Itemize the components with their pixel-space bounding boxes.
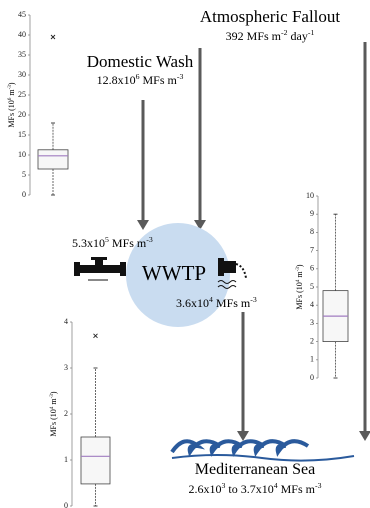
- y-tick-label: 45: [18, 10, 26, 19]
- y-tick-label: 20: [18, 110, 26, 119]
- y-axis-label: MFs (104 m-3): [295, 264, 304, 310]
- arrow-head: [194, 220, 206, 230]
- superscript: -3: [250, 295, 257, 304]
- pipe-icon: [74, 257, 126, 281]
- text-part: MFs m: [109, 236, 147, 250]
- label-value: 2.6x103 to 3.7x104 MFs m-3: [188, 481, 321, 496]
- label-title: Mediterranean Sea: [195, 461, 315, 478]
- text-part: MFs (10: [7, 100, 16, 127]
- y-tick-label: 5: [22, 170, 26, 179]
- text-part: m: [7, 89, 16, 98]
- outlier: [50, 34, 56, 40]
- text-part: day: [288, 29, 308, 43]
- waves-icon: [170, 439, 355, 462]
- superscript: 4: [209, 295, 213, 304]
- y-tick-label: 9: [310, 209, 314, 218]
- boxplot: 0 5 10 15 20 25 30 35 40 45 MFs (106 m-3): [7, 10, 69, 199]
- text-part: 3.6x10: [176, 296, 209, 310]
- superscript: -3: [146, 235, 153, 244]
- text-part: MFs (10: [49, 409, 58, 436]
- y-tick-label: 0: [22, 190, 26, 199]
- outfall-icon: [217, 258, 247, 289]
- text-part: MFs m: [140, 73, 178, 87]
- y-tick-label: 10: [306, 191, 314, 200]
- y-tick-label: 6: [310, 264, 314, 273]
- text-part: to 3.7x10: [225, 482, 273, 496]
- superscript: -3: [49, 394, 55, 399]
- superscript: 3: [221, 481, 225, 490]
- y-tick-label: 2: [310, 336, 314, 345]
- y-axis-label: MFs (104 m-3): [49, 391, 58, 437]
- y-axis-label: MFs (106 m-3): [7, 82, 16, 128]
- label-value: 12.8x106 MFs m-3: [97, 72, 184, 87]
- text-part: 392 MFs m: [226, 29, 282, 43]
- y-tick-label: 4: [64, 317, 68, 326]
- text-part: 2.6x10: [188, 482, 221, 496]
- text-part: MFs m: [213, 296, 251, 310]
- superscript: 4: [295, 279, 301, 282]
- superscript: -3: [315, 481, 322, 490]
- superscript: 4: [49, 406, 55, 409]
- label-value: 3.6x104 MFs m-3: [176, 295, 257, 310]
- y-tick-label: 1: [64, 455, 68, 464]
- text-part: m: [49, 398, 58, 407]
- text-part: ): [295, 264, 304, 267]
- y-tick-label: 0: [64, 501, 68, 508]
- superscript: 4: [274, 481, 278, 490]
- wwtp-circle: [126, 223, 230, 327]
- y-tick-label: 25: [18, 90, 26, 99]
- y-tick-label: 8: [310, 227, 314, 236]
- y-tick-label: 15: [18, 130, 26, 139]
- outlier: [93, 333, 98, 339]
- text-part: MFs m: [278, 482, 316, 496]
- superscript: 6: [7, 97, 13, 100]
- arrow-head: [137, 220, 149, 230]
- text-part: m: [295, 271, 304, 280]
- text-part: 5.3x10: [72, 236, 105, 250]
- text-part: MFs (10: [295, 282, 304, 309]
- text-part: ): [49, 391, 58, 394]
- label-value: 5.3x105 MFs m-3: [72, 235, 153, 250]
- superscript: -1: [308, 28, 315, 37]
- box: [37, 149, 69, 170]
- y-tick-label: 3: [310, 318, 314, 327]
- y-tick-label: 4: [310, 300, 314, 309]
- y-tick-label: 2: [64, 409, 68, 418]
- superscript: 6: [136, 72, 140, 81]
- superscript: -3: [177, 72, 184, 81]
- superscript: -3: [7, 85, 13, 90]
- superscript: -2: [281, 28, 288, 37]
- y-tick-label: 7: [310, 245, 314, 254]
- label-title: Domestic Wash: [87, 52, 194, 71]
- y-tick-label: 5: [310, 282, 314, 291]
- y-tick-label: 10: [18, 150, 26, 159]
- label-title: WWTP: [142, 261, 206, 285]
- arrow-head: [237, 431, 249, 441]
- y-tick-label: 40: [18, 30, 26, 39]
- y-tick-label: 0: [310, 373, 314, 382]
- arrow-head: [359, 431, 370, 441]
- label-title: Atmospheric Fallout: [200, 7, 341, 26]
- label-value: 392 MFs m-2 day-1: [226, 28, 315, 43]
- arrows: [137, 42, 370, 441]
- text-part: ): [7, 82, 16, 85]
- y-tick-label: 1: [310, 355, 314, 364]
- superscript: 5: [105, 235, 109, 244]
- y-tick-label: 3: [64, 363, 68, 372]
- box: [80, 436, 111, 485]
- superscript: -3: [295, 267, 301, 272]
- text-part: 12.8x10: [97, 73, 136, 87]
- y-tick-label: 35: [18, 50, 26, 59]
- y-tick-label: 30: [18, 70, 26, 79]
